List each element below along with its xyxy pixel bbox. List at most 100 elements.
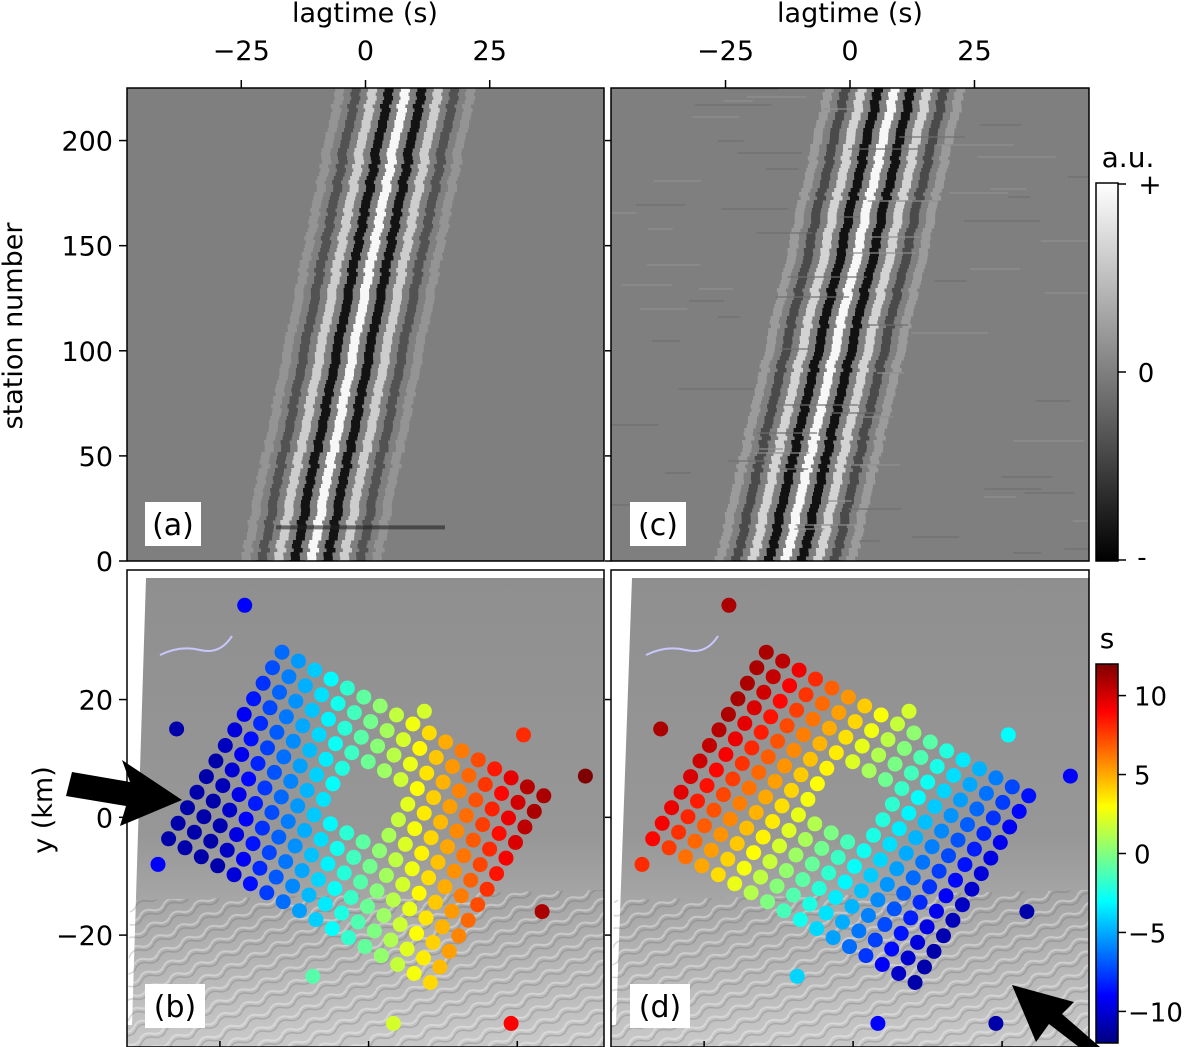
- wave-cell: [353, 484, 363, 489]
- wave-cell: [279, 532, 289, 537]
- wave-cell: [379, 444, 389, 449]
- x-tick-label: 0: [841, 36, 858, 67]
- wave-cell: [412, 192, 422, 197]
- wave-cell: [336, 404, 346, 409]
- wave-cell: [322, 396, 332, 401]
- wave-cell: [353, 412, 363, 417]
- wave-cell: [414, 348, 424, 353]
- wave-cell: [874, 300, 884, 305]
- wave-cell: [332, 432, 342, 437]
- wave-cell: [767, 404, 777, 409]
- wave-cell: [795, 496, 805, 501]
- wave-cell: [844, 220, 854, 225]
- wave-cell: [314, 280, 324, 285]
- wave-cell: [338, 156, 347, 161]
- wave-cell: [374, 132, 384, 137]
- wave-cell: [881, 344, 890, 349]
- noise-streak: [934, 280, 967, 282]
- wave-cell: [878, 424, 888, 429]
- wave-cell: [833, 332, 843, 337]
- wave-cell: [771, 456, 781, 461]
- wave-cell: [952, 100, 961, 105]
- wave-cell: [790, 236, 800, 241]
- wave-cell: [784, 408, 794, 413]
- wave-cell: [825, 508, 835, 513]
- station-dot: [835, 914, 850, 930]
- wave-cell: [400, 88, 410, 93]
- wave-cell: [875, 432, 885, 437]
- station-dot: [404, 861, 420, 877]
- wave-cell: [730, 492, 740, 497]
- wave-cell: [776, 364, 785, 369]
- wave-cell: [358, 132, 368, 137]
- wave-cell: [729, 500, 739, 505]
- y-tick-label: −20: [56, 921, 113, 952]
- wave-cell: [750, 404, 760, 409]
- wave-cell: [819, 536, 829, 541]
- wave-cell: [346, 440, 356, 445]
- wave-cell: [828, 496, 838, 501]
- wave-cell: [404, 240, 414, 245]
- wave-cell: [854, 240, 864, 245]
- wave-cell: [358, 224, 368, 229]
- wave-cell: [887, 312, 897, 317]
- wave-cell: [363, 192, 373, 197]
- wave-cell: [437, 240, 447, 245]
- station-dot: [460, 912, 476, 928]
- wave-cell: [771, 532, 781, 537]
- wave-cell: [774, 376, 783, 381]
- wave-cell: [736, 464, 746, 469]
- wave-cell: [337, 328, 347, 333]
- wave-cell: [792, 364, 802, 369]
- wave-cell: [748, 484, 758, 489]
- station-dot: [503, 770, 519, 786]
- station-dot: [407, 821, 423, 837]
- wave-cell: [748, 488, 758, 493]
- wave-cell: [299, 436, 309, 441]
- wave-cell: [849, 340, 859, 345]
- station-dot: [186, 824, 202, 840]
- wave-cell: [397, 272, 407, 277]
- wave-cell: [433, 88, 443, 93]
- wave-cell: [442, 204, 452, 209]
- wave-cell: [362, 196, 372, 201]
- wave-cell: [869, 256, 879, 261]
- noise-streak: [912, 536, 960, 538]
- wave-cell: [251, 500, 261, 505]
- station-dot: [715, 787, 731, 803]
- wave-cell: [836, 316, 846, 321]
- station-dot: [889, 861, 905, 877]
- wave-cell: [870, 104, 880, 109]
- wave-cell: [313, 364, 323, 369]
- station-dot: [972, 761, 987, 777]
- station-dot: [807, 816, 823, 832]
- wave-cell: [909, 216, 919, 221]
- wave-cell: [319, 488, 329, 493]
- wave-cell: [782, 348, 792, 353]
- wave-cell: [813, 420, 823, 425]
- wave-cell: [859, 144, 869, 149]
- wave-cell: [923, 88, 933, 93]
- wave-cell: [774, 516, 784, 521]
- wave-cell: [780, 416, 790, 421]
- wave-cell: [391, 216, 401, 221]
- station-dot: [246, 691, 262, 707]
- wave-cell: [277, 548, 287, 553]
- wave-cell: [413, 356, 423, 361]
- wave-cell: [299, 348, 309, 353]
- wave-cell: [889, 380, 899, 385]
- station-dot: [287, 838, 303, 854]
- wave-cell: [331, 436, 341, 441]
- wave-cell: [816, 472, 826, 477]
- station-dot: [671, 824, 687, 840]
- wave-cell: [414, 180, 424, 185]
- wave-cell: [821, 532, 831, 537]
- wave-cell: [334, 496, 344, 501]
- wave-cell: [435, 152, 445, 157]
- wave-cell: [796, 556, 806, 561]
- wave-cell: [741, 520, 751, 525]
- station-dot: [718, 747, 734, 762]
- station-dot: [927, 799, 943, 815]
- station-dot: [297, 678, 313, 694]
- wave-cell: [311, 296, 320, 301]
